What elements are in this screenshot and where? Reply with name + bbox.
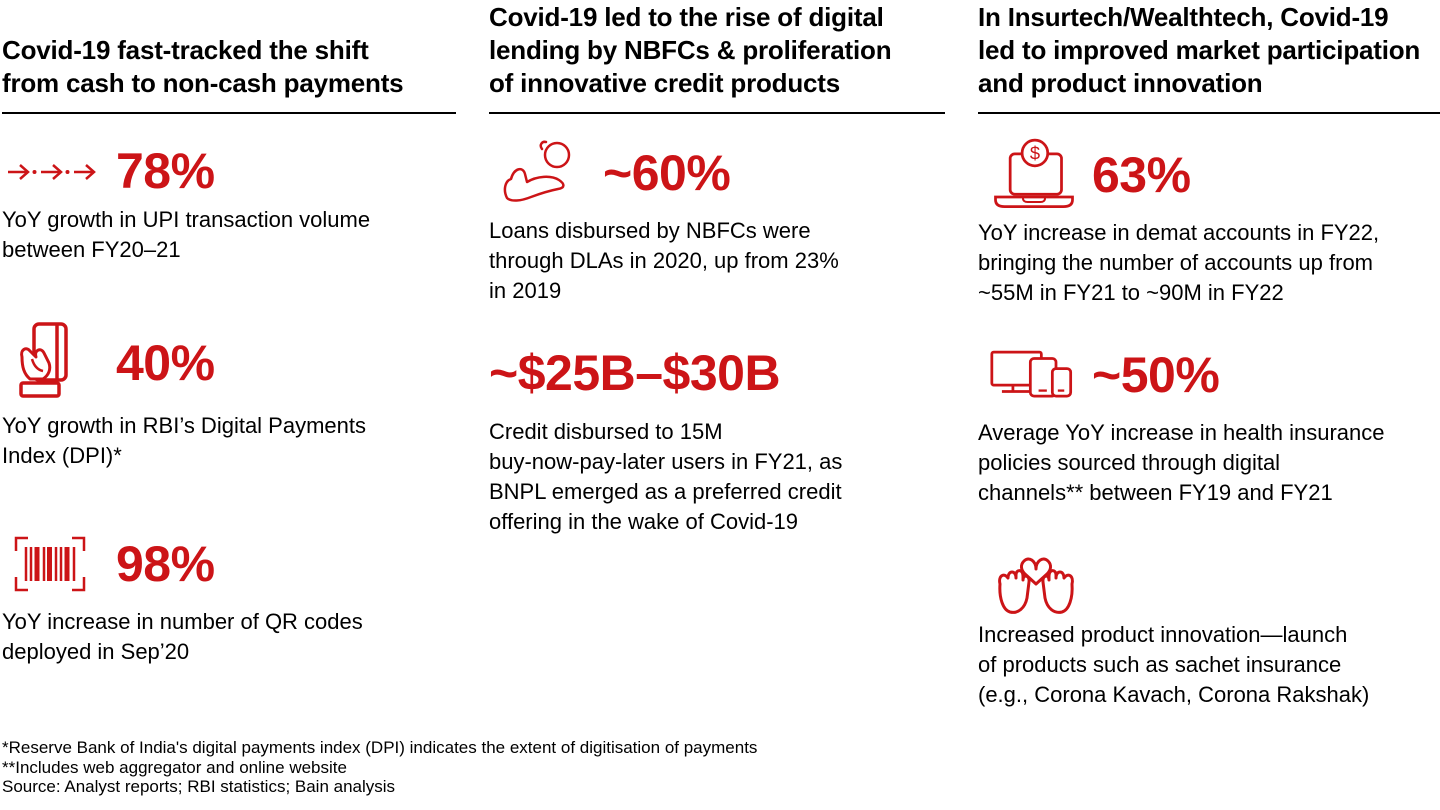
devices-icon bbox=[978, 344, 1078, 406]
laptop-dollar-icon: $ bbox=[978, 136, 1078, 214]
svg-text:$: $ bbox=[1030, 142, 1040, 163]
stat-qr-codes: 98% bbox=[2, 535, 456, 593]
column-insurtech-header: In Insurtech/Wealthtech, Covid-19 led to… bbox=[978, 0, 1440, 100]
column-lending-header: Covid-19 led to the rise of digital lend… bbox=[489, 0, 945, 100]
desc-line: through DLAs in 2020, up from 23% bbox=[489, 248, 839, 273]
header-line: and product innovation bbox=[978, 68, 1263, 98]
desc-line: deployed in Sep’20 bbox=[2, 639, 190, 664]
column-lending: Covid-19 led to the rise of digital lend… bbox=[489, 0, 945, 710]
arrows-right-icon bbox=[2, 159, 102, 185]
desc-line: ~55M in FY21 to ~90M in FY22 bbox=[978, 280, 1284, 305]
desc-line: bringing the number of accounts up from bbox=[978, 250, 1374, 275]
desc-line: (e.g., Corona Kavach, Corona Rakshak) bbox=[978, 682, 1370, 707]
header-line: Covid-19 fast-tracked the shift bbox=[2, 35, 369, 65]
stat-value: ~50% bbox=[1092, 346, 1220, 403]
stat-value: 63% bbox=[1092, 146, 1191, 203]
desc-line: Credit disbursed to 15M bbox=[489, 419, 723, 444]
stat-bnpl-credit-desc: Credit disbursed to 15M buy-now-pay-late… bbox=[489, 417, 945, 537]
header-divider bbox=[978, 112, 1440, 114]
stat-nbfc-dla-loans-desc: Loans disbursed by NBFCs were through DL… bbox=[489, 216, 945, 306]
desc-line: offering in the wake of Covid-19 bbox=[489, 509, 798, 534]
footnote-dpi: *Reserve Bank of India's digital payment… bbox=[2, 738, 758, 757]
desc-line: Increased product innovation—launch bbox=[978, 622, 1348, 647]
header-line: In Insurtech/Wealthtech, Covid-19 bbox=[978, 2, 1389, 32]
hands-heart-icon bbox=[978, 536, 1440, 616]
desc-line: YoY increase in demat accounts in FY22, bbox=[978, 220, 1380, 245]
header-line: lending by NBFCs & proliferation bbox=[489, 35, 892, 65]
stat-dpi-growth-desc: YoY growth in RBI’s Digital Payments Ind… bbox=[2, 411, 456, 471]
desc-line: of products such as sachet insurance bbox=[978, 652, 1342, 677]
header-line: of innovative credit products bbox=[489, 68, 841, 98]
stat-health-insurance: ~50% bbox=[978, 344, 1440, 406]
footnote-channels: **Includes web aggregator and online web… bbox=[2, 757, 347, 777]
desc-line: policies sourced through digital bbox=[978, 450, 1281, 475]
desc-line: Average YoY increase in health insurance bbox=[978, 420, 1385, 445]
stat-value: 98% bbox=[116, 535, 215, 592]
stat-upi-growth: 78% bbox=[2, 144, 456, 199]
desc-line: YoY increase in number of QR codes bbox=[2, 609, 363, 634]
header-divider bbox=[489, 112, 945, 114]
stat-nbfc-dla-loans: ~60% bbox=[489, 140, 945, 206]
stat-dpi-growth: 40% bbox=[2, 321, 456, 405]
columns-container: Covid-19 fast-tracked the shift from cas… bbox=[2, 0, 1440, 710]
column-payments-header: Covid-19 fast-tracked the shift from cas… bbox=[2, 0, 456, 100]
barcode-icon bbox=[2, 535, 102, 593]
desc-line: in 2019 bbox=[489, 278, 562, 303]
desc-line: buy-now-pay-later users in FY21, as bbox=[489, 449, 843, 474]
stat-bnpl-credit-value: ~$25B–$30B bbox=[489, 345, 781, 401]
desc-line: Index (DPI)* bbox=[2, 443, 122, 468]
stat-value: ~60% bbox=[603, 144, 731, 201]
header-line: Covid-19 led to the rise of digital bbox=[489, 2, 884, 32]
header-line: from cash to non-cash payments bbox=[2, 68, 404, 98]
desc-line: between FY20–21 bbox=[2, 237, 181, 262]
hand-coin-icon bbox=[489, 140, 589, 206]
card-hand-icon bbox=[2, 321, 102, 405]
column-payments: Covid-19 fast-tracked the shift from cas… bbox=[2, 0, 456, 710]
footnotes: *Reserve Bank of India's digital payment… bbox=[2, 738, 757, 797]
stat-demat-accounts-desc: YoY increase in demat accounts in FY22, … bbox=[978, 218, 1440, 308]
stat-demat-accounts: $ 63% bbox=[978, 136, 1440, 214]
column-insurtech-wealthtech: In Insurtech/Wealthtech, Covid-19 led to… bbox=[978, 0, 1440, 710]
item-product-innovation-desc: Increased product innovation—launch of p… bbox=[978, 620, 1440, 710]
stat-qr-codes-desc: YoY increase in number of QR codes deplo… bbox=[2, 607, 456, 667]
desc-line: Loans disbursed by NBFCs were bbox=[489, 218, 811, 243]
desc-line: YoY growth in UPI transaction volume bbox=[2, 207, 371, 232]
footnote-source: Source: Analyst reports; RBI statistics;… bbox=[2, 777, 396, 796]
desc-line: channels** between FY19 and FY21 bbox=[978, 480, 1333, 505]
stat-upi-growth-desc: YoY growth in UPI transaction volume bet… bbox=[2, 205, 456, 265]
stat-health-insurance-desc: Average YoY increase in health insurance… bbox=[978, 418, 1440, 508]
header-line: led to improved market participation bbox=[978, 35, 1421, 65]
desc-line: YoY growth in RBI’s Digital Payments bbox=[2, 413, 366, 438]
desc-line: BNPL emerged as a preferred credit bbox=[489, 479, 842, 504]
stat-value: 78% bbox=[116, 143, 215, 199]
header-divider bbox=[2, 112, 456, 114]
stat-value: 40% bbox=[116, 334, 215, 391]
